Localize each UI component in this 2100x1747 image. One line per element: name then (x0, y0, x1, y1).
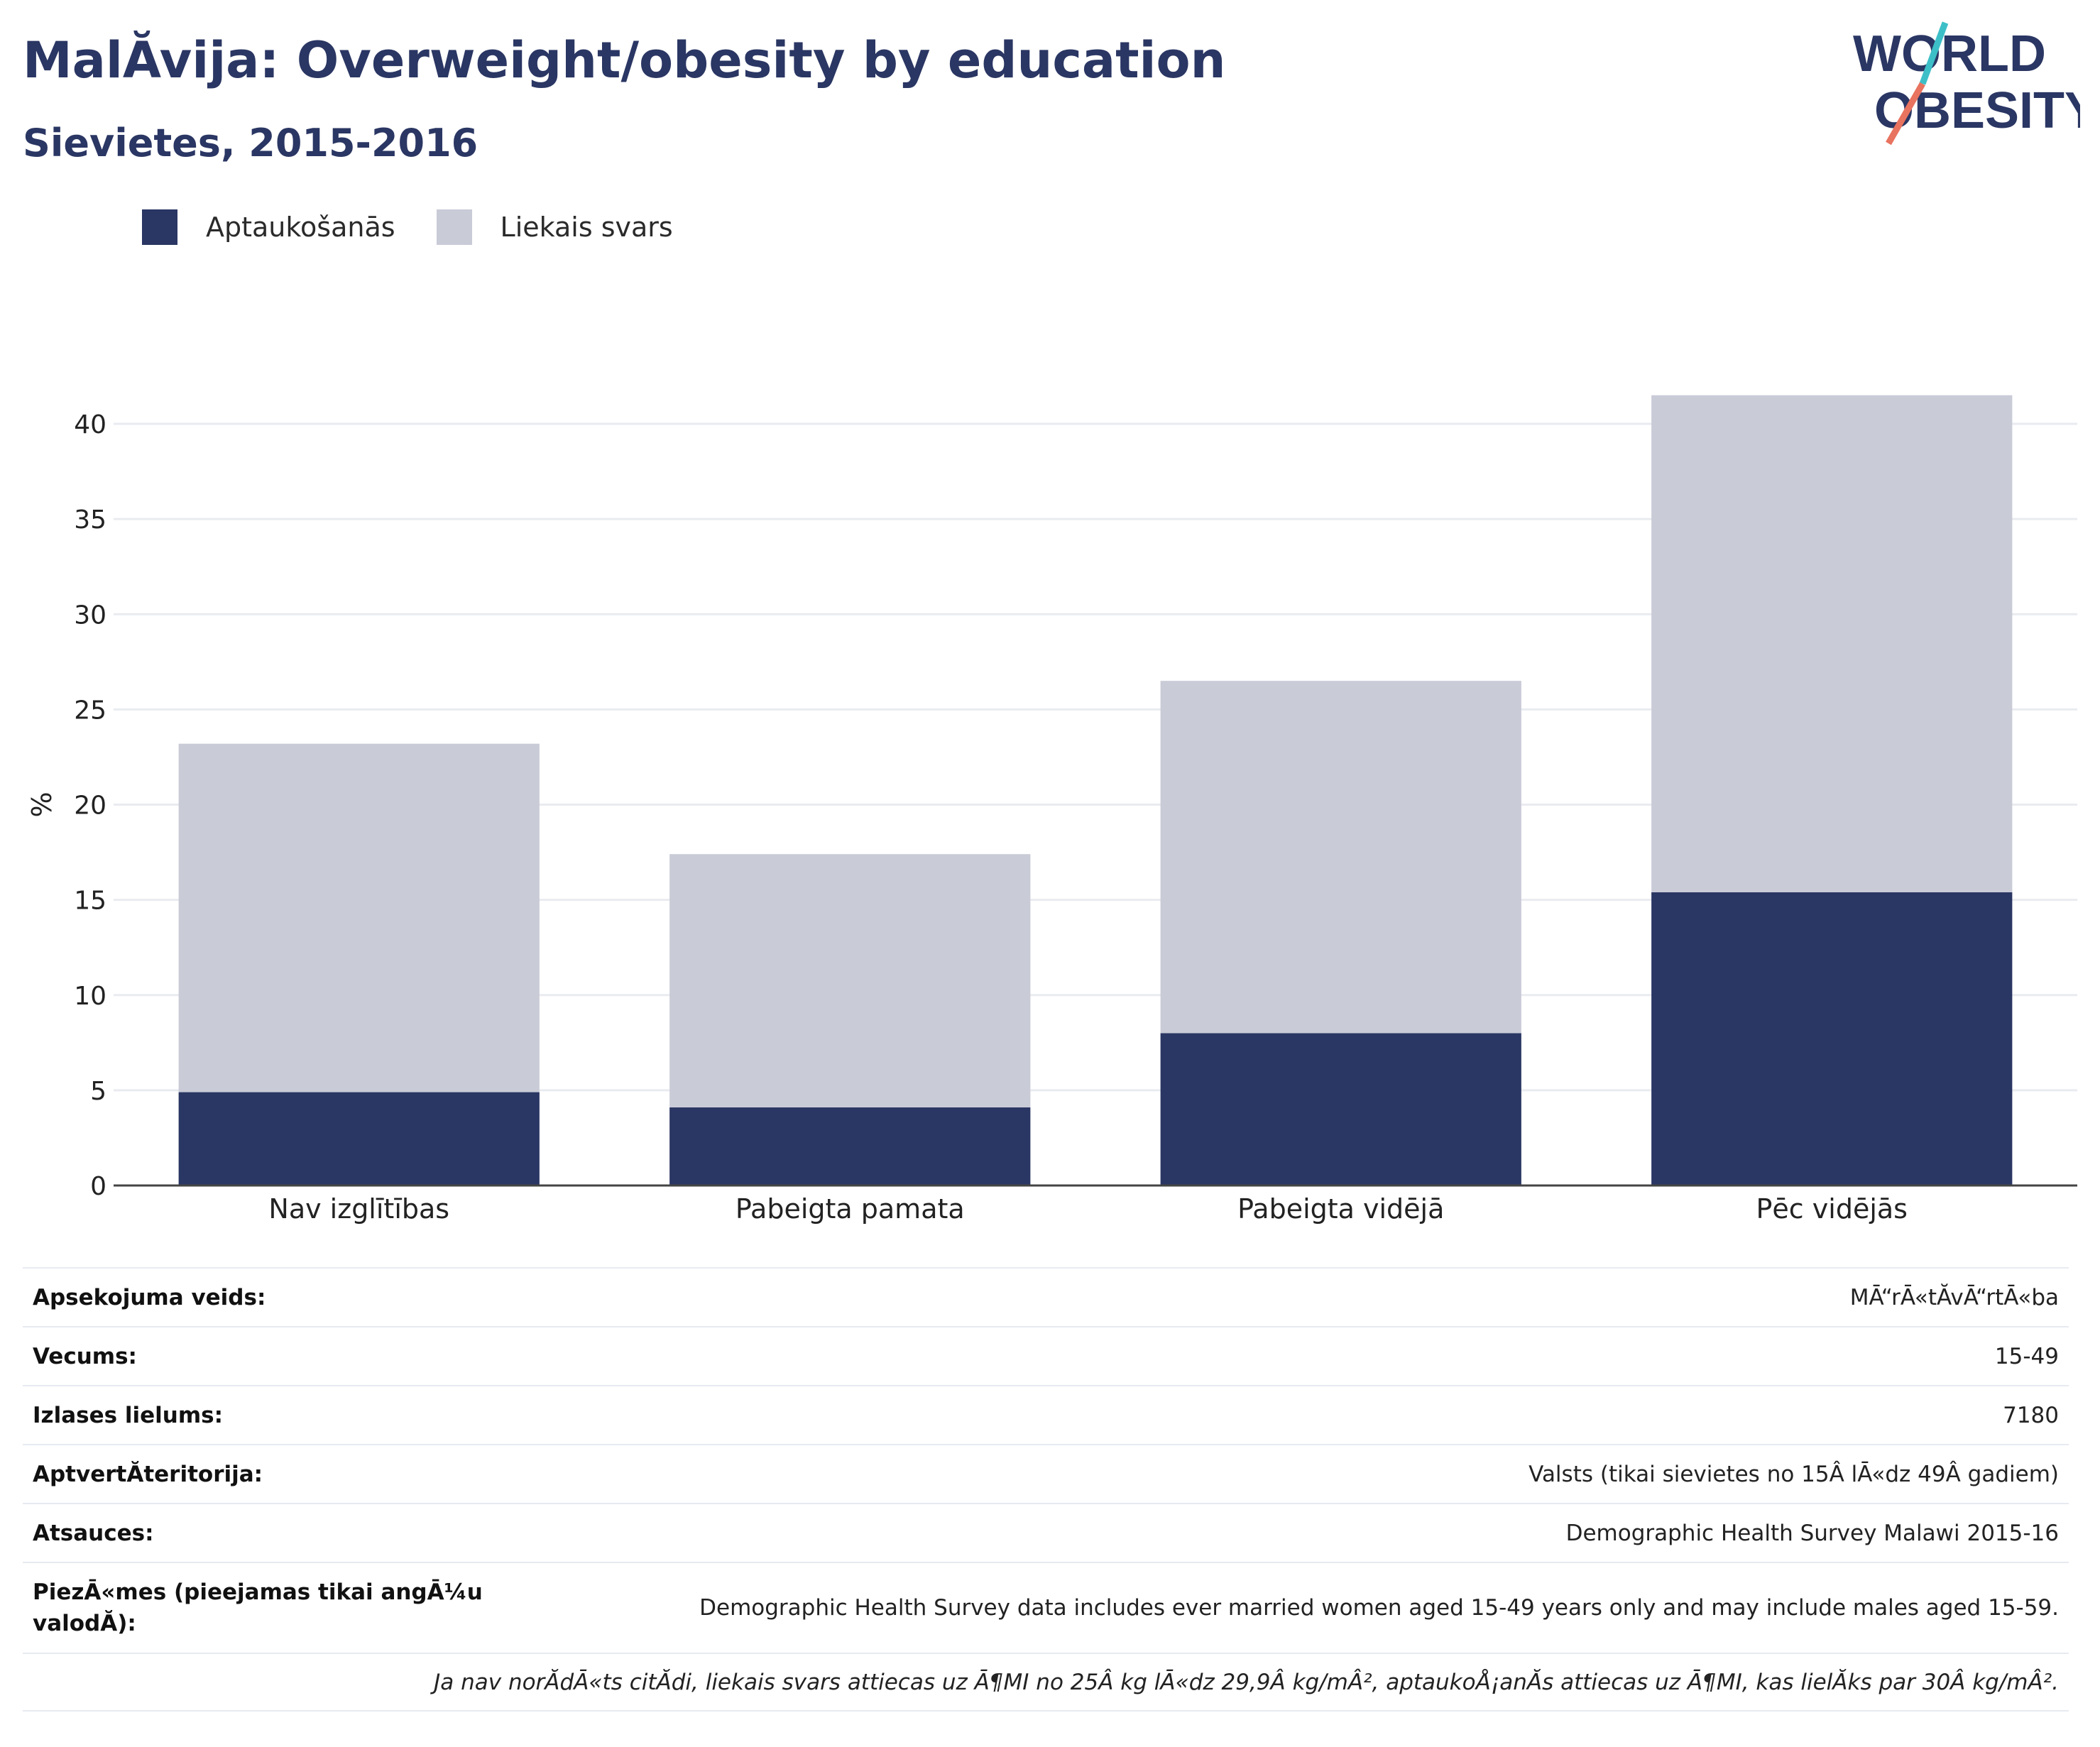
footnote-text: Ja nav norĂdĀ«ts citĂdi, liekais svars a… (434, 1669, 2059, 1695)
survey-info-table: Apsekojuma veids: MĀ“rĀ«tĂvĀ“rtĀ«ba Vecu… (23, 1267, 2069, 1712)
info-value: Demographic Health Survey data includes … (699, 1595, 2059, 1621)
y-tick-label: 10 (74, 982, 106, 1011)
bar-overweight (1160, 681, 1521, 1034)
info-row-age: Vecums: 15-49 (23, 1326, 2069, 1385)
y-tick-label: 35 (74, 505, 106, 535)
legend-item-overweight[interactable]: Liekais svars (436, 209, 673, 245)
info-row-sample-size: Izlases lielums: 7180 (23, 1385, 2069, 1444)
legend-swatch-obesity (142, 209, 177, 245)
logo-word-world: WORLD (1853, 26, 2046, 82)
x-tick-label: Pēc vidējās (1756, 1193, 1908, 1225)
y-tick-label: 0 (90, 1172, 106, 1201)
bar-overweight (178, 743, 540, 1092)
world-obesity-logo: WORLD OBESITY (1853, 21, 2080, 146)
y-tick-label: 15 (74, 887, 106, 916)
legend-label-overweight: Liekais svars (500, 212, 673, 243)
bar-obesity (1651, 892, 2013, 1185)
y-axis-title: % (26, 792, 58, 817)
x-tick-label: Pabeigta pamata (735, 1193, 965, 1225)
bar-obesity (1160, 1033, 1521, 1185)
info-label: Atsauces: (33, 1520, 154, 1546)
bar-overweight (669, 854, 1031, 1108)
legend-label-obesity: Aptaukošanās (206, 212, 395, 243)
logo-slash-bottom (1886, 82, 1925, 146)
y-tick-label: 25 (74, 696, 106, 725)
logo-slash-top (1919, 21, 1949, 85)
legend-item-obesity[interactable]: Aptaukošanās (142, 209, 395, 245)
info-label: Vecums: (33, 1343, 137, 1369)
x-tick-label: Nav izglītības (268, 1193, 449, 1225)
bar-obesity (178, 1092, 540, 1185)
info-label: AptvertĂteritorija: (33, 1461, 263, 1487)
info-value: 15-49 (1994, 1343, 2059, 1369)
y-tick-label: 30 (74, 601, 106, 630)
info-label: PiezĀ«mes (pieejamas tikai angĀ¼u valodĂ… (33, 1579, 483, 1636)
bar-overweight (1651, 395, 2013, 892)
info-row-coverage: AptvertĂteritorija: Valsts (tikai sievie… (23, 1444, 2069, 1503)
chart-subtitle: Sievietes, 2015-2016 (23, 121, 478, 165)
bar-obesity (669, 1107, 1031, 1185)
info-label: Izlases lielums: (33, 1402, 223, 1428)
y-tick-label: 20 (74, 792, 106, 821)
x-tick-label: Pabeigta vidējā (1237, 1193, 1444, 1225)
info-value: 7180 (2003, 1402, 2059, 1428)
info-row-references: Atsauces: Demographic Health Survey Mala… (23, 1503, 2069, 1562)
info-label: Apsekojuma veids: (33, 1284, 266, 1310)
info-value: Demographic Health Survey Malawi 2015-16 (1565, 1520, 2059, 1546)
legend-swatch-overweight (436, 209, 472, 245)
y-tick-label: 5 (90, 1077, 106, 1106)
info-row-footnote: Ja nav norĂdĀ«ts citĂdi, liekais svars a… (23, 1653, 2069, 1712)
info-row-survey-type: Apsekojuma veids: MĀ“rĀ«tĂvĀ“rtĀ«ba (23, 1267, 2069, 1326)
chart-title: MalĂvija: Overweight/obesity by educatio… (23, 31, 1226, 89)
bar-chart: 0 5 10 15 20 25 30 35 40% Nav izglītības Pabeigta … (26, 395, 2077, 1225)
info-value: MĀ“rĀ«tĂvĀ“rtĀ«ba (1849, 1284, 2059, 1310)
info-row-notes: PiezĀ«mes (pieejamas tikai angĀ¼u valodĂ… (23, 1562, 2069, 1653)
info-value: Valsts (tikai sievietes no 15Â lĀ«dz 49Â… (1528, 1461, 2059, 1487)
y-tick-label: 40 (74, 410, 106, 439)
chart-legend: Aptaukošanās Liekais svars (142, 209, 714, 245)
